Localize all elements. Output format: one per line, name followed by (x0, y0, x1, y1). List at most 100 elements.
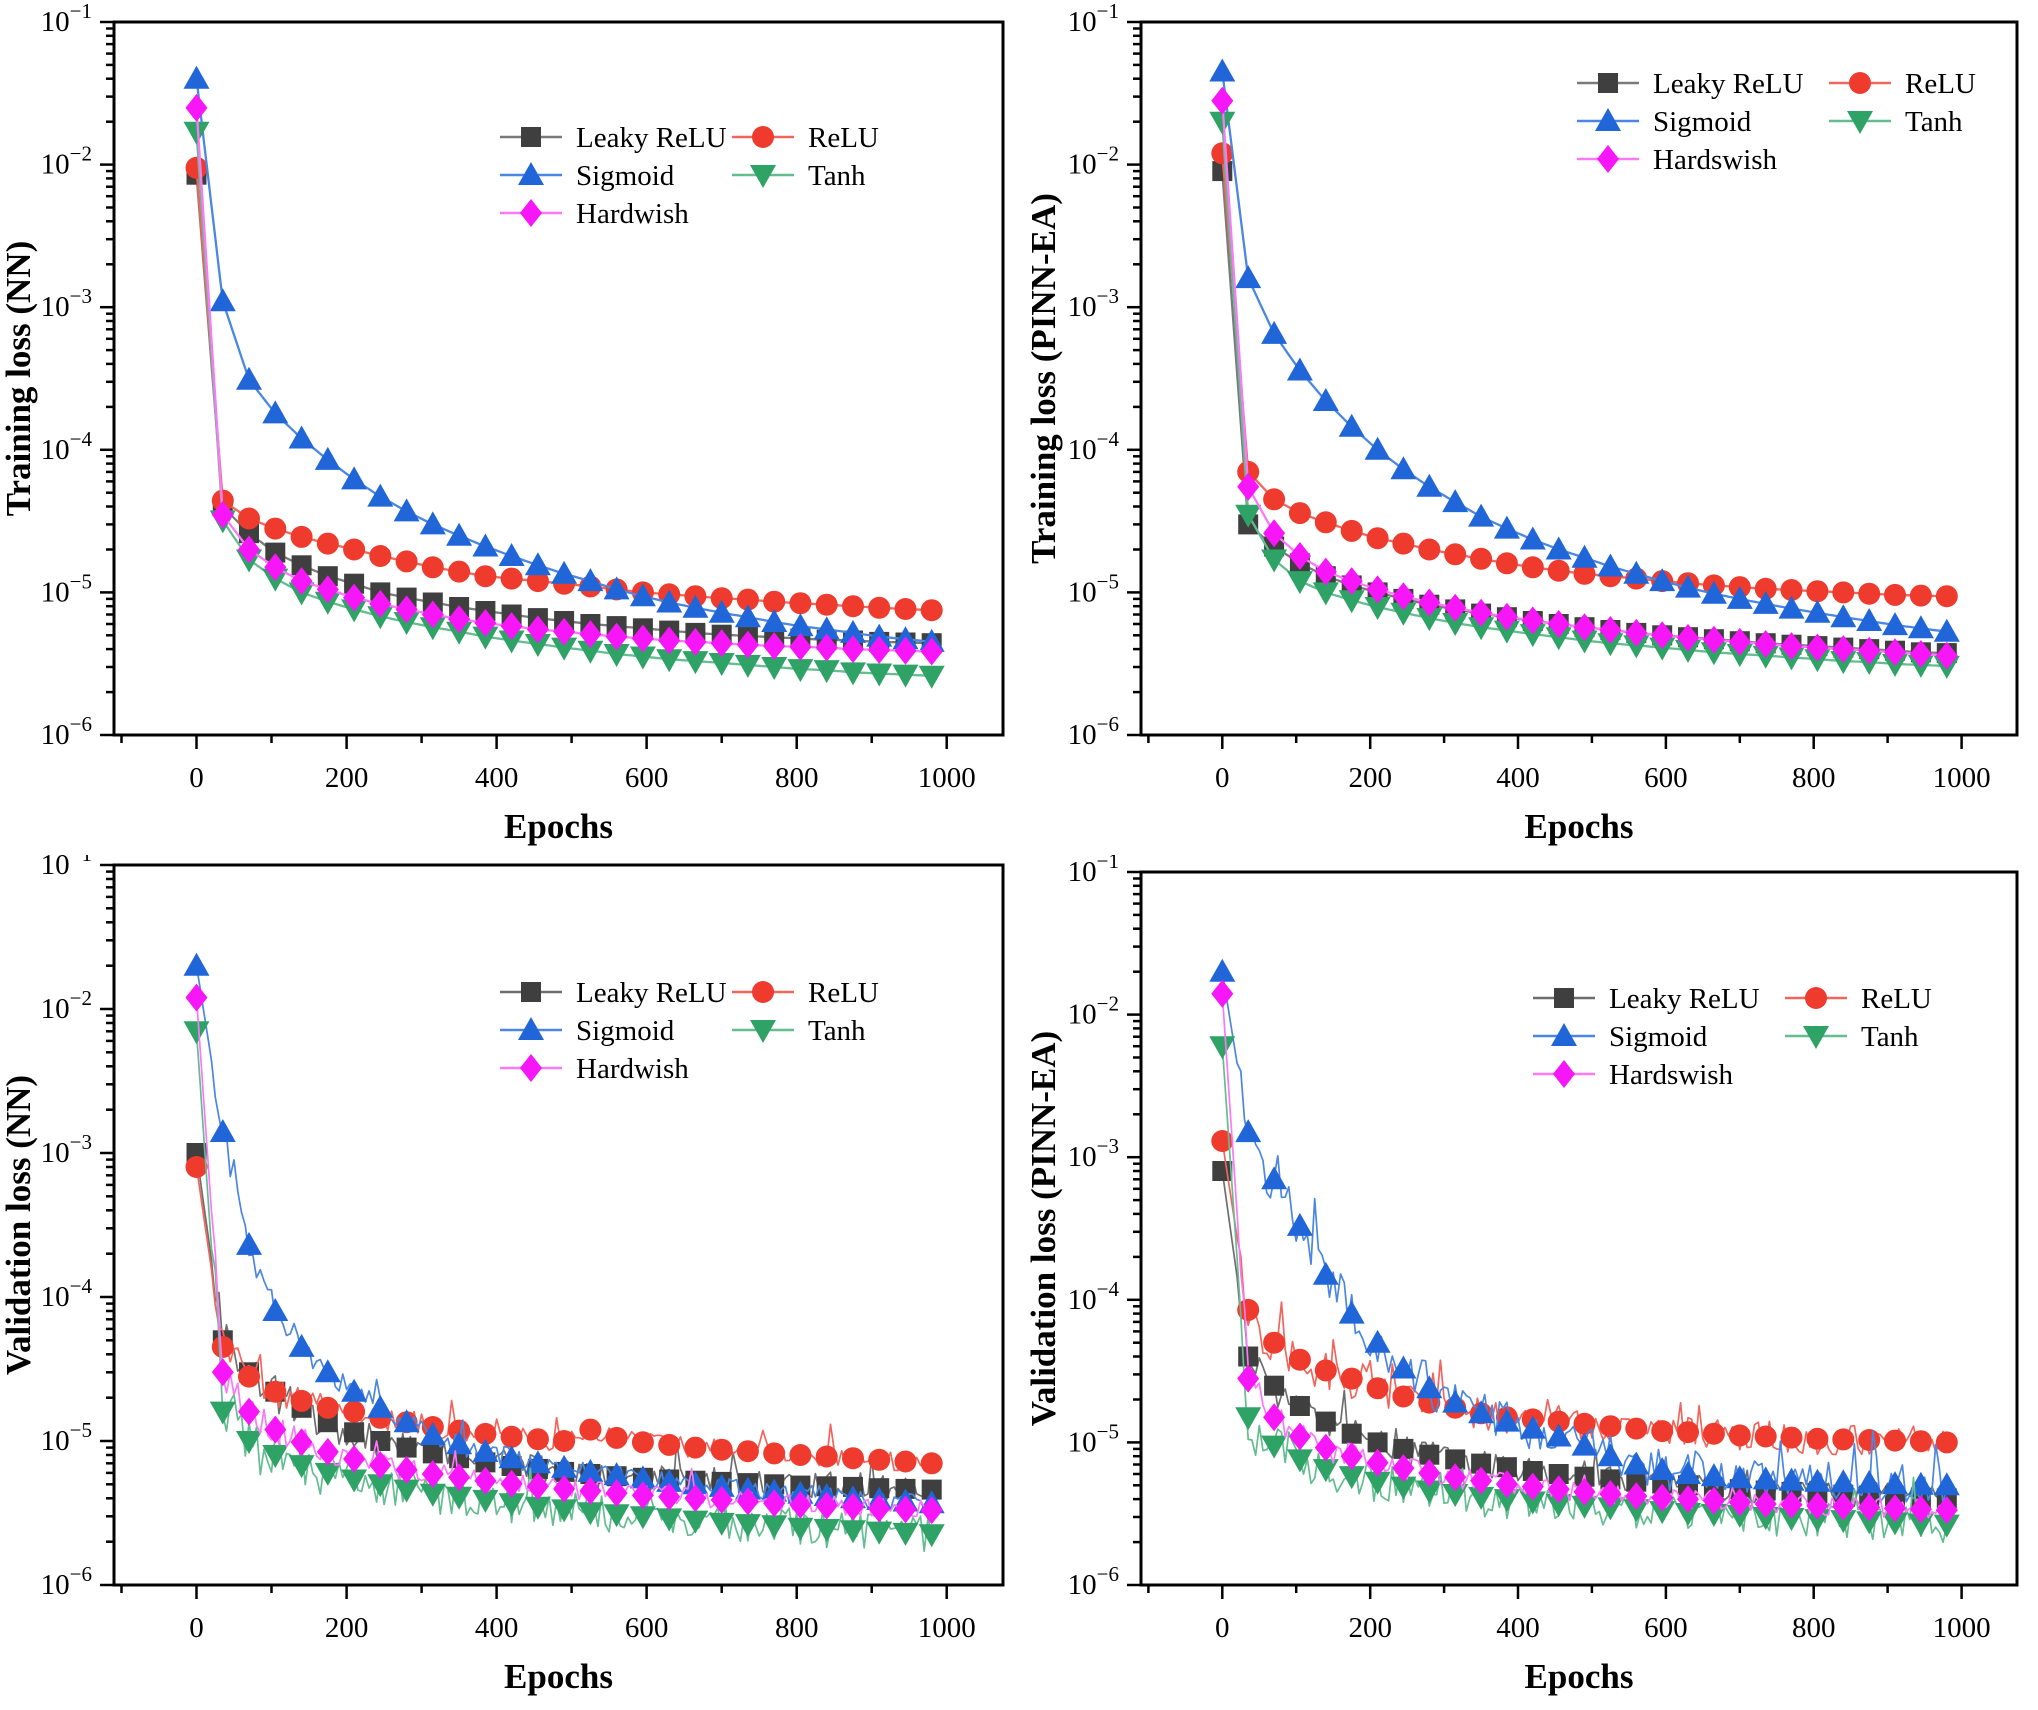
sigmoid-marker (1778, 1467, 1805, 1491)
series-markers-hardswish (185, 93, 943, 666)
hardswish-marker (684, 627, 707, 656)
relu-marker (815, 593, 838, 616)
leaky_relu-marker (1496, 1457, 1517, 1478)
relu-marker (290, 525, 313, 548)
hardswish-marker (868, 635, 891, 664)
leaky_relu-marker (1367, 1432, 1388, 1453)
sigmoid-marker (419, 511, 446, 535)
sigmoid-marker (1286, 357, 1313, 381)
plot-border (1139, 870, 2019, 1587)
chart-background (1019, 0, 2038, 855)
sigmoid-marker (1726, 585, 1753, 609)
svg-text:400: 400 (1496, 762, 1540, 794)
tanh-marker (1519, 1491, 1546, 1515)
sigmoid-marker (262, 400, 289, 424)
relu-marker (1547, 559, 1570, 582)
leaky_relu-marker (422, 1443, 443, 1464)
legend-label-relu: ReLU (1861, 983, 1932, 1015)
tanh-marker (1597, 1497, 1624, 1521)
legend-marker-tanh (1847, 111, 1873, 134)
relu-marker (1754, 1425, 1777, 1448)
relu-marker (1625, 1417, 1648, 1440)
tanh-marker (1364, 1471, 1391, 1495)
sigmoid-marker (209, 288, 236, 312)
series-markers-relu (185, 1156, 943, 1475)
tanh-marker (498, 1493, 525, 1517)
sigmoid-marker (1597, 1443, 1624, 1467)
x-axis-title: Epochs (504, 807, 613, 846)
sigmoid-marker (1493, 515, 1520, 539)
hardswish-marker (1909, 640, 1932, 668)
hardswish-marker (526, 615, 549, 644)
tanh-marker (1726, 1504, 1753, 1528)
relu-marker (1935, 1431, 1958, 1454)
relu-marker (1237, 1298, 1260, 1321)
relu-marker (1392, 532, 1415, 555)
hardswish-marker (1909, 1495, 1932, 1524)
relu-marker (1909, 584, 1932, 607)
svg-text:600: 600 (1644, 1612, 1688, 1644)
hardswish-marker (1780, 1490, 1803, 1519)
sigmoid-marker (787, 613, 814, 637)
hardswish-marker (920, 637, 943, 666)
sigmoid-marker (1312, 1261, 1339, 1285)
tanh-marker (472, 1489, 499, 1513)
leaky_relu-marker (1445, 1449, 1466, 1470)
hardswish-marker (868, 1494, 891, 1523)
tanh-marker (1752, 1507, 1779, 1530)
sigmoid-marker (1882, 612, 1908, 636)
relu-marker (684, 1436, 707, 1459)
relu-marker (1521, 556, 1544, 579)
legend-label-tanh: Tanh (1861, 1021, 1919, 1053)
tanh-marker (1519, 624, 1546, 648)
relu-marker (1340, 519, 1363, 542)
hardswish-marker (579, 1476, 602, 1505)
sigmoid-marker (1261, 1166, 1288, 1190)
training-loss-pinn-ea-plot: 10−110−210−310−410−510−60 200 400 600 800 100… (1019, 0, 2038, 855)
hardswish-marker (316, 575, 339, 604)
relu-marker (395, 550, 418, 573)
tanh-marker (682, 1510, 709, 1534)
y-axis-title: Validation loss (PINN-EA) (1024, 1031, 1063, 1426)
sigmoid-marker (682, 594, 709, 618)
legend: Leaky ReLU ReLU Sigmoid Tanh Hardwish (500, 122, 879, 230)
legend-marker-leaky_relu (1598, 73, 1618, 93)
relu-marker (1547, 1410, 1570, 1433)
leaky_relu-marker (1548, 1464, 1569, 1484)
tanh-marker (183, 1021, 210, 1045)
sigmoid-marker (393, 1409, 420, 1433)
hardswish-marker (631, 624, 654, 653)
relu-marker (1677, 1421, 1699, 1444)
tanh-marker (1338, 590, 1365, 614)
svg-text:800: 800 (775, 1612, 819, 1644)
sigmoid-marker (1338, 1300, 1365, 1324)
relu-marker (500, 1425, 523, 1448)
hardswish-marker (343, 583, 366, 612)
sigmoid-marker (1209, 958, 1236, 982)
relu-marker (868, 1448, 891, 1471)
relu-marker (1832, 1428, 1855, 1451)
relu-marker (631, 1431, 654, 1454)
hardswish-marker (553, 617, 576, 646)
tanh-marker (1493, 620, 1520, 644)
hardswish-marker (658, 626, 681, 655)
relu-marker (868, 596, 891, 619)
tanh-marker (918, 665, 945, 689)
hardswish-marker (1935, 641, 1958, 670)
relu-marker (553, 1430, 576, 1452)
relu-marker (264, 517, 287, 540)
hardswish-marker (1418, 1459, 1441, 1487)
chart-training-loss-nn: 10−1 10−2 10−3 10−4 10−5 10−6 0 200 400 600 800 100… (0, 0, 1019, 855)
tanh-marker (551, 637, 578, 661)
hardswish-marker (1806, 1491, 1829, 1520)
hardswish-marker (658, 1482, 681, 1511)
svg-text:200: 200 (325, 762, 369, 794)
relu-marker (1754, 577, 1777, 600)
plot-border (1139, 20, 2019, 737)
sigmoid-marker (656, 1468, 683, 1492)
tanh-marker (1597, 633, 1624, 657)
relu-marker (1340, 1367, 1363, 1390)
sigmoid-marker (1235, 1119, 1262, 1143)
hardswish-marker (1625, 618, 1648, 647)
hardswish-marker (1470, 598, 1493, 627)
